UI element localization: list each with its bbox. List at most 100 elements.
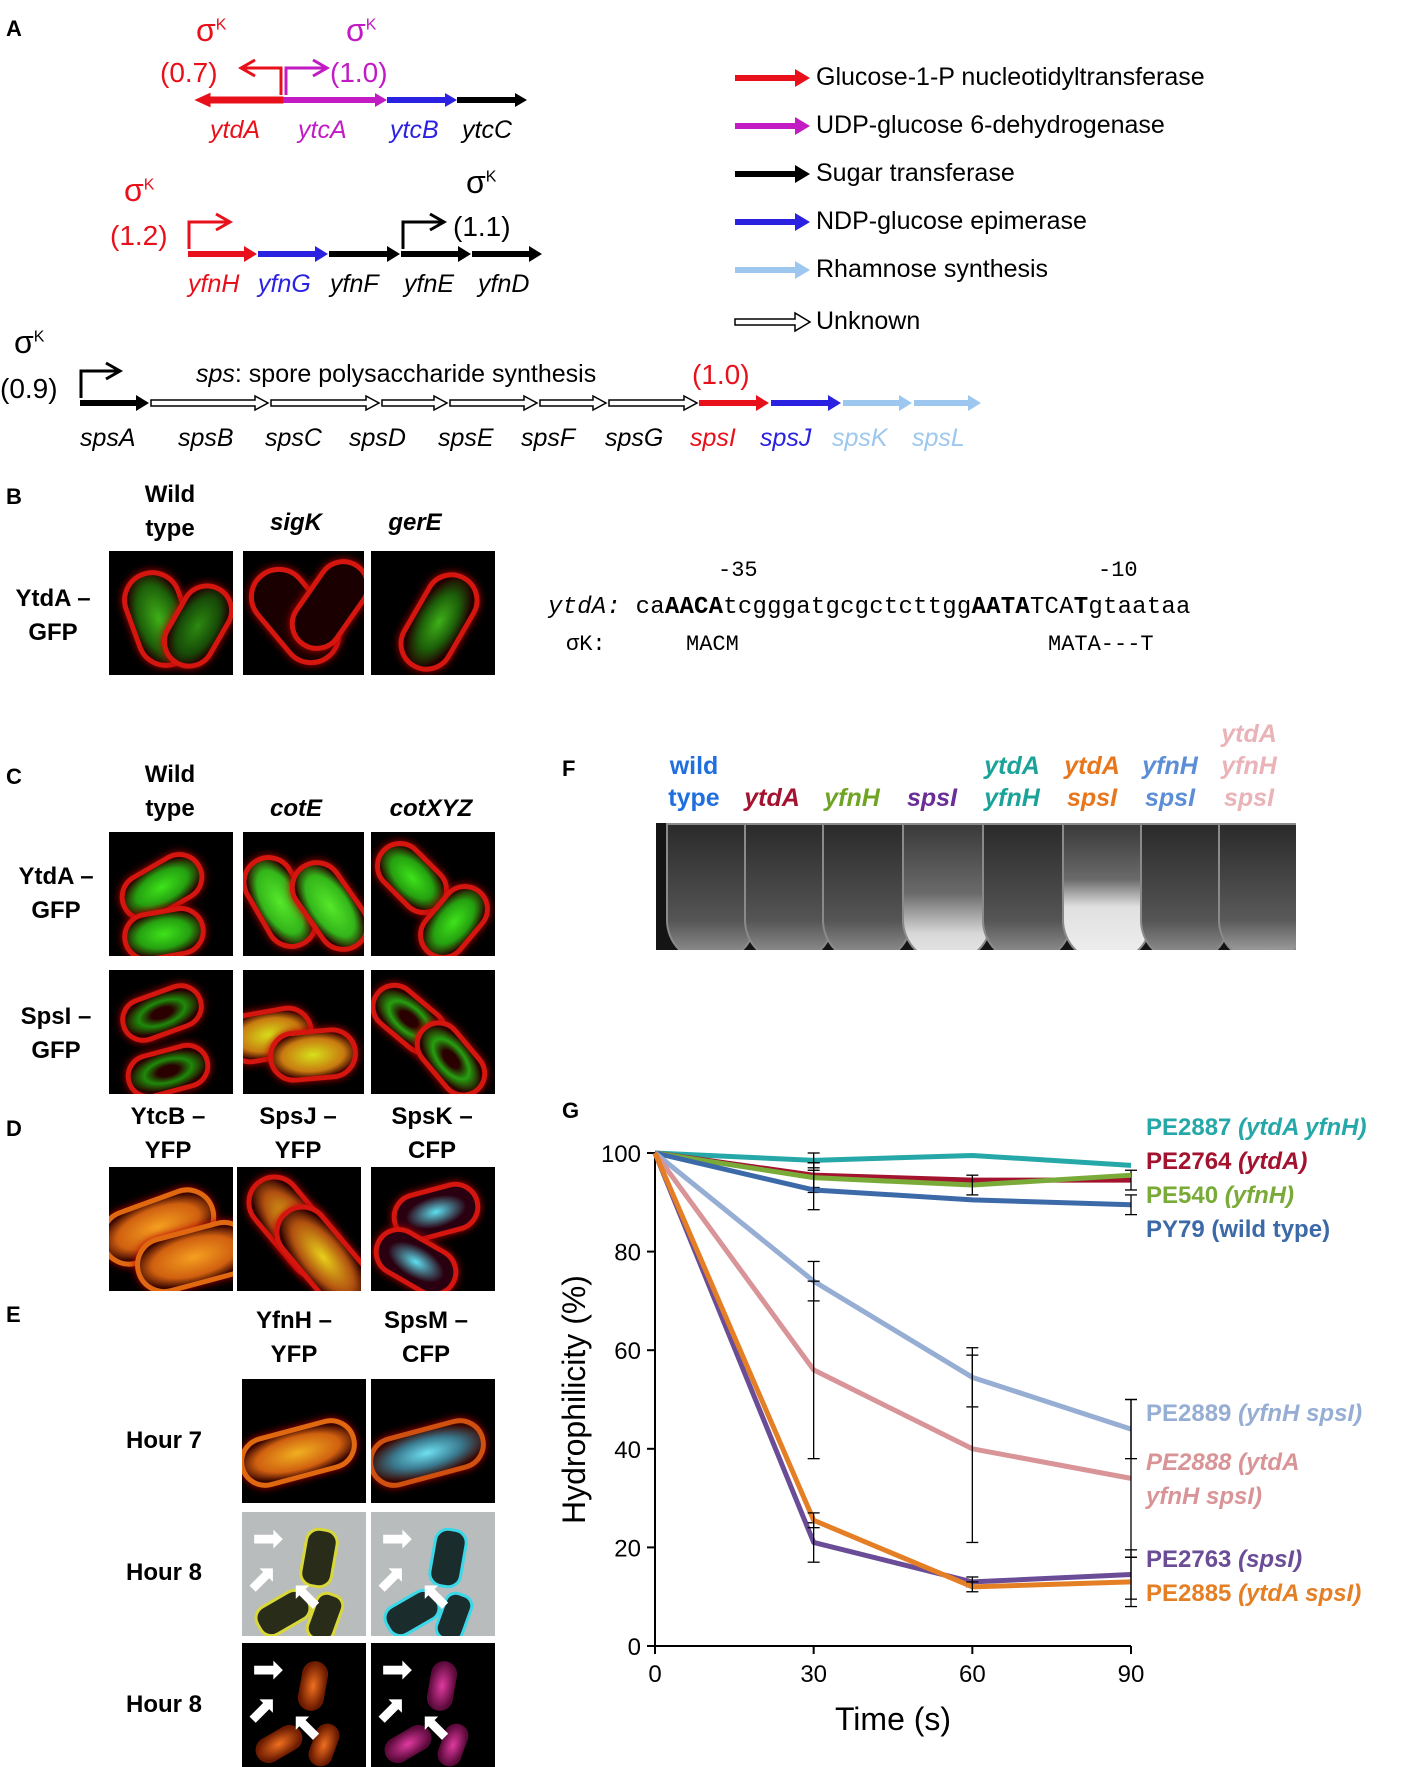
micrograph-b-gerE bbox=[371, 551, 495, 675]
gene-label-spsI: spsI bbox=[690, 424, 736, 452]
gene-yfnE-arrow bbox=[401, 246, 471, 262]
x-tick-label: 90 bbox=[1118, 1661, 1145, 1688]
series-name: PE2885 bbox=[1146, 1580, 1232, 1607]
series-name: PY79 bbox=[1146, 1216, 1205, 1243]
tube-label-line: ytdA bbox=[1064, 752, 1120, 780]
panel-label-c: C bbox=[6, 764, 22, 789]
sigma-label-spsA: σK bbox=[14, 324, 45, 360]
series-name: PE2763 bbox=[1146, 1546, 1232, 1573]
panel-label-g: G bbox=[562, 1098, 580, 1123]
panel-label-d: D bbox=[6, 1116, 22, 1141]
series-label: PE540 (yfnH) bbox=[1146, 1182, 1294, 1210]
panel-label-b: B bbox=[6, 484, 22, 509]
promoter-arrow-spsA bbox=[79, 369, 118, 398]
series-genotype: (ytdA yfnH) bbox=[1238, 1114, 1367, 1141]
tube-yfnH bbox=[822, 823, 912, 950]
promoter-arrow-ytdA bbox=[243, 66, 283, 95]
sigma-label-ytdA: σK bbox=[196, 12, 227, 48]
panel-e-row-label-2: Hour 8 bbox=[125, 1691, 202, 1718]
minus10-label: -10 bbox=[1098, 558, 1138, 583]
tube-photo bbox=[656, 823, 1296, 950]
gene-label-yfnH: yfnH bbox=[188, 270, 240, 298]
sigmaK-consensus-10: MATA---T bbox=[1048, 632, 1154, 657]
gene-label-yfnF: yfnF bbox=[330, 270, 379, 298]
y-axis-label: Hydrophilicity (%) bbox=[556, 1275, 592, 1524]
tube-label-line: yfnH bbox=[824, 784, 880, 812]
gene-label-ytcA: ytcA bbox=[298, 116, 347, 144]
sigmaK-consensus-35: MACM bbox=[686, 632, 739, 657]
gene-label-yfnD: yfnD bbox=[478, 270, 530, 298]
gene-ytcB-arrow bbox=[387, 93, 457, 107]
legend-label-0: Glucose-1-P nucleotidyltransferase bbox=[816, 63, 1205, 91]
sigma-label-yfnH: σK bbox=[124, 172, 155, 208]
sigma-label-yfnE: σK bbox=[466, 164, 497, 200]
tube-label: yfnH bbox=[802, 782, 902, 814]
panel-label-e: E bbox=[6, 1302, 21, 1327]
tube-label-line: spsI bbox=[1223, 784, 1275, 812]
y-tick-label: 40 bbox=[614, 1437, 641, 1464]
tube-spsI bbox=[902, 823, 992, 950]
y-tick-label: 80 bbox=[614, 1240, 641, 1267]
micrograph-b-wildtype bbox=[109, 551, 233, 675]
ytdA-promoter-sequence: ytdA: caAACAtcgggatgcgctcttggAATATCATgta… bbox=[548, 594, 1191, 621]
legend-arrow-4 bbox=[735, 261, 810, 279]
panel-c-header-2: cotXYZ bbox=[389, 795, 473, 822]
series-label: PE2763 (spsI) bbox=[1146, 1546, 1302, 1574]
series-line bbox=[653, 1151, 1132, 1432]
gene-label-spsC: spsC bbox=[265, 424, 322, 452]
gene-spsI-arrow bbox=[699, 395, 769, 411]
tube-label-line: yfnH bbox=[1221, 752, 1277, 780]
micrograph-d-ytcB bbox=[109, 1167, 233, 1291]
promoter-strength-spsI: (1.0) bbox=[692, 359, 750, 390]
gene-label-spsB: spsB bbox=[178, 424, 234, 452]
gene-label-spsA: spsA bbox=[80, 424, 136, 452]
micrograph-b-sigK bbox=[243, 551, 364, 675]
micrograph-e-hour8-yfnH-phase: ➡ ➡ ➡ bbox=[242, 1512, 366, 1636]
gene-label-ytdA: ytdA bbox=[210, 116, 261, 144]
promoter-arrowhead-ytdA bbox=[237, 58, 256, 78]
series-label: PE2887 (ytdA yfnH) bbox=[1146, 1114, 1367, 1142]
operon-diagram bbox=[79, 58, 981, 412]
series-line bbox=[654, 1150, 1132, 1168]
tube-label: yfnH spsI bbox=[1120, 750, 1220, 814]
x-tick-label: 30 bbox=[800, 1661, 827, 1688]
promoter-strength-ytdA: (0.7) bbox=[160, 57, 218, 88]
operon-row-1 bbox=[194, 58, 527, 108]
gene-spsE-arrow bbox=[449, 394, 539, 412]
promoter-arrowhead-spsA bbox=[105, 361, 124, 381]
tube-label: wild type bbox=[644, 750, 744, 814]
arrow-icon: ➡ bbox=[381, 1649, 413, 1691]
x-tick-label: 0 bbox=[648, 1661, 661, 1688]
series-line bbox=[654, 1150, 1132, 1208]
tube-ytdA-yfnH-spsI bbox=[1218, 823, 1296, 950]
micrograph-e-hour7-spsM bbox=[371, 1379, 495, 1503]
y-tick-label: 100 bbox=[601, 1141, 641, 1168]
series-genotype: (yfnH) bbox=[1224, 1182, 1295, 1209]
legend-label-4: Rhamnose synthesis bbox=[816, 255, 1049, 283]
arrow-icon: ➡ bbox=[252, 1649, 284, 1691]
series-genotype: (spsI) bbox=[1238, 1546, 1303, 1573]
tube-label-line: spsI bbox=[1066, 784, 1118, 812]
panel-c-header-0: Wild type bbox=[144, 761, 196, 822]
gene-label-yfnG: yfnG bbox=[258, 270, 311, 298]
tube-label: ytdA yfnH bbox=[962, 750, 1062, 814]
tube-label: ytdA bbox=[722, 782, 822, 814]
tube-ytdA-yfnH bbox=[982, 823, 1072, 950]
series-name: PE2889 bbox=[1146, 1400, 1232, 1427]
series-name: PE2888 bbox=[1146, 1449, 1232, 1476]
tube-label-line: ytdA bbox=[744, 784, 800, 812]
micrograph-e-hour8-spsM-phase: ➡ ➡ ➡ bbox=[371, 1512, 495, 1636]
micrograph-c-spsI-wildtype bbox=[109, 970, 233, 1094]
gene-label-ytcC: ytcC bbox=[462, 116, 512, 144]
gene-label-spsE: spsE bbox=[438, 424, 494, 452]
promoter-strength-spsA: (0.9) bbox=[0, 373, 58, 404]
micrograph-d-spsK bbox=[371, 1167, 495, 1291]
panel-b-header-2: gerE bbox=[388, 509, 442, 536]
gene-label-yfnE: yfnE bbox=[404, 270, 455, 298]
legend-arrows bbox=[734, 69, 812, 333]
gene-spsF-arrow bbox=[539, 394, 608, 412]
series-genotype: (wild type) bbox=[1211, 1216, 1331, 1243]
promoter-arrow-yfnE bbox=[401, 220, 442, 249]
legend-label-2: Sugar transferase bbox=[816, 159, 1015, 187]
panel-e-header-0: YfnH –YFP bbox=[255, 1307, 332, 1368]
